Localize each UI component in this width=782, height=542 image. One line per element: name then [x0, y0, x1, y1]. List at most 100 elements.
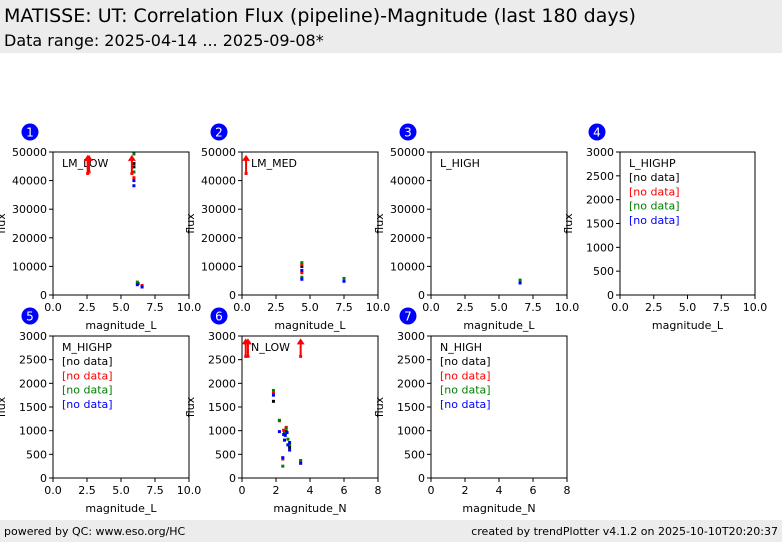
data-point-green — [281, 464, 285, 468]
data-point-blue — [140, 285, 144, 289]
no-data-label: [no data] — [629, 214, 680, 227]
data-point-blue — [288, 441, 292, 444]
no-data-label: [no data] — [629, 171, 680, 184]
data-point-black — [271, 399, 275, 403]
x-tick-label: 2.5 — [645, 301, 663, 314]
upper-limit-arrow-head — [127, 154, 136, 161]
x-tick-label: 10.0 — [177, 484, 202, 497]
footer-powered-by: powered by QC: www.eso.org/HC — [4, 525, 186, 538]
x-tick-label: 7.5 — [146, 484, 164, 497]
data-point-red — [271, 391, 275, 395]
data-point-black — [288, 445, 292, 449]
x-tick-label: 7.5 — [524, 301, 542, 314]
y-tick-label: 0 — [607, 289, 614, 302]
no-data-label: [no data] — [440, 384, 491, 397]
panel-label: LM_MED — [251, 157, 297, 170]
x-tick-label: 2 — [273, 484, 280, 497]
panel-index-badge — [399, 123, 417, 141]
panel-index-label: 2 — [215, 126, 223, 140]
upper-limit-point — [87, 170, 91, 174]
data-point-green — [277, 418, 281, 422]
x-tick-label: 10.0 — [366, 301, 391, 314]
plot-frame — [52, 335, 190, 479]
y-tick-label: 40000 — [390, 175, 425, 188]
y-tick-label: 2000 — [397, 377, 425, 390]
upper-limit-arrow-head — [85, 154, 94, 161]
panel-index-badge — [210, 307, 228, 325]
data-point-blue — [135, 283, 139, 287]
y-tick-label: 20000 — [390, 232, 425, 245]
panel-index-badge — [21, 123, 39, 141]
y-tick-label: 1000 — [397, 425, 425, 438]
data-point-green — [300, 275, 304, 279]
x-tick-label: 5.0 — [679, 301, 697, 314]
x-tick-label: 6 — [341, 484, 348, 497]
x-tick-label: 2.5 — [78, 301, 96, 314]
plot-frame — [52, 151, 190, 296]
y-tick-label: 1500 — [586, 218, 614, 231]
data-range-subtitle: Data range: 2025-04-14 ... 2025-09-08* — [4, 31, 324, 50]
x-tick-label: 7.5 — [146, 301, 164, 314]
y-axis-label: flux — [562, 213, 575, 234]
x-tick-label: 5.0 — [112, 301, 130, 314]
data-point-red — [132, 176, 136, 180]
data-point-green — [342, 276, 346, 280]
y-tick-label: 0 — [40, 472, 47, 485]
panel-label: N_HIGH — [440, 341, 482, 354]
y-tick-label: 2000 — [586, 194, 614, 207]
y-tick-label: 1000 — [586, 241, 614, 254]
plot-frame — [241, 335, 379, 479]
data-point-blue — [283, 438, 286, 442]
data-point-green — [271, 388, 275, 392]
x-tick-label: 2.5 — [456, 301, 474, 314]
y-tick-label: 3000 — [19, 330, 47, 343]
panel-index-label: 4 — [593, 126, 601, 140]
data-point-blue — [342, 279, 346, 283]
data-point-blue — [299, 461, 303, 465]
y-tick-label: 10000 — [12, 260, 47, 273]
y-tick-label: 10000 — [201, 260, 236, 273]
data-point-blue — [282, 432, 286, 436]
y-tick-label: 40000 — [12, 175, 47, 188]
x-axis-label: magnitude_L — [85, 319, 157, 332]
data-point-blue — [281, 456, 285, 460]
data-point-green — [132, 170, 136, 174]
x-tick-label: 0.0 — [233, 301, 251, 314]
data-point-green — [299, 458, 303, 462]
panel-index-badge — [21, 307, 39, 325]
x-tick-label: 8 — [564, 484, 571, 497]
y-tick-label: 1000 — [208, 425, 236, 438]
y-tick-label: 2000 — [208, 377, 236, 390]
panel-label: LM_LOW — [62, 157, 109, 170]
x-tick-label: 2.5 — [267, 301, 285, 314]
y-tick-label: 0 — [229, 289, 236, 302]
no-data-label: [no data] — [440, 369, 491, 382]
panel-index-label: 1 — [26, 126, 34, 140]
x-tick-label: 6 — [530, 484, 537, 497]
data-point-blue — [132, 179, 136, 183]
y-tick-label: 30000 — [201, 203, 236, 216]
data-point-black — [132, 161, 136, 165]
panel-label: M_HIGHP — [62, 341, 112, 354]
y-tick-label: 1500 — [19, 401, 47, 414]
panel-index-badge — [210, 123, 228, 141]
panel-index-label: 7 — [404, 310, 412, 324]
panel-index-label: 3 — [404, 126, 412, 140]
no-data-label: [no data] — [62, 398, 113, 411]
upper-limit-point — [299, 354, 303, 358]
y-tick-label: 40000 — [201, 175, 236, 188]
x-tick-label: 0.0 — [44, 484, 62, 497]
x-axis-label: magnitude_L — [85, 502, 157, 515]
y-tick-label: 30000 — [390, 203, 425, 216]
y-tick-label: 50000 — [390, 146, 425, 159]
x-tick-label: 10.0 — [743, 301, 768, 314]
header-bar: MATISSE: UT: Correlation Flux (pipeline)… — [0, 0, 782, 53]
data-point-blue — [300, 268, 304, 272]
upper-limit-arrow-head — [243, 338, 252, 345]
no-data-label: [no data] — [62, 384, 113, 397]
x-tick-label: 2 — [462, 484, 469, 497]
panel-index-badge — [399, 307, 417, 325]
y-tick-label: 500 — [215, 448, 236, 461]
data-point-blue — [285, 431, 289, 435]
